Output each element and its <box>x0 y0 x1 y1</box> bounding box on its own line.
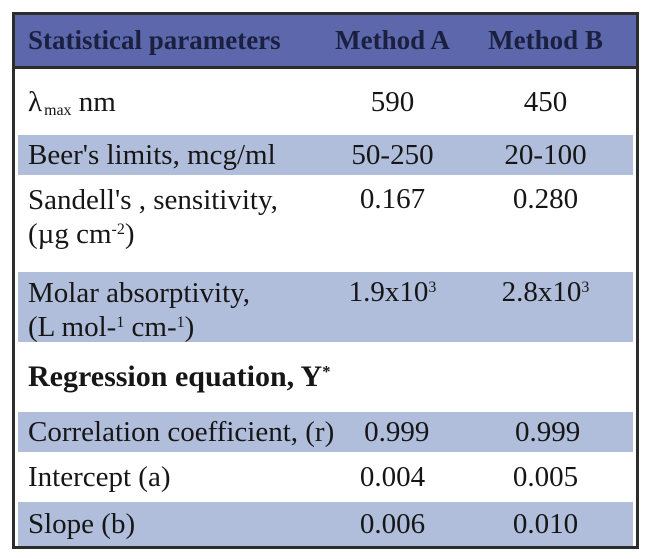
row-label: Beer's limits, mcg/ml <box>28 138 276 171</box>
table-row-slope: Slope (b) 0.006 0.010 <box>15 502 636 546</box>
row-label: Intercept (a) <box>28 460 171 493</box>
row-label: Correlation coefficient, (r) <box>28 415 335 448</box>
superscript-3: 3 <box>428 279 437 297</box>
superscript-minus-2: -2 <box>111 221 125 239</box>
method-b-value: 0.010 <box>512 507 579 540</box>
method-b-value: 2.8x103 <box>501 276 590 308</box>
table-row-intercept: Intercept (a) 0.004 0.005 <box>15 452 636 502</box>
table-row-regression-equation: Regression equation, Y* <box>15 342 636 412</box>
method-a-value: 0.004 <box>359 460 426 493</box>
row-label: Regression equation, Y* <box>28 360 331 394</box>
column-header-method-a: Method A <box>335 25 450 56</box>
superscript-3: 3 <box>581 279 590 297</box>
method-b-value: 450 <box>523 85 568 118</box>
method-a-value: 50-250 <box>351 138 434 171</box>
method-b-value: 20-100 <box>504 138 587 171</box>
method-a-value: 0.006 <box>359 507 426 540</box>
column-header-parameters: Statistical parameters <box>28 25 281 56</box>
row-label: Slope (b) <box>28 507 136 540</box>
column-header-method-b: Method B <box>488 25 603 56</box>
method-a-value: 590 <box>370 85 415 118</box>
method-b-value: 0.280 <box>512 183 579 215</box>
table-row-molar-absorptivity: Molar absorptivity, (L mol-1 cm-1) 1.9x1… <box>15 272 636 344</box>
method-b-value: 0.999 <box>515 415 581 448</box>
method-a-value: 0.167 <box>359 183 426 215</box>
table-row-beers-limits: Beer's limits, mcg/ml 50-250 20-100 <box>15 135 636 175</box>
row-label: λ max nm <box>28 85 116 119</box>
superscript-asterisk: * <box>322 362 331 382</box>
table-row-lambda-max: λ max nm 590 450 <box>15 69 636 135</box>
superscript-1: 1 <box>116 314 125 332</box>
method-b-value: 0.005 <box>512 460 579 493</box>
method-a-value: 0.999 <box>364 415 430 448</box>
row-label: Sandell's , sensitivity, (µg cm-2) <box>28 184 278 251</box>
row-label: Molar absorptivity, (L mol-1 cm-1) <box>28 277 251 344</box>
table-row-correlation-coefficient: Correlation coefficient, (r) 0.999 0.999 <box>15 412 636 452</box>
method-a-value: 1.9x103 <box>348 276 437 308</box>
table-row-sandells-sensitivity: Sandell's , sensitivity, (µg cm-2) 0.167… <box>15 175 636 272</box>
superscript-1: 1 <box>176 314 185 332</box>
subscript-max: max <box>44 101 72 119</box>
statistical-parameters-table: Statistical parameters Method A Method B… <box>12 12 639 549</box>
table-header-row: Statistical parameters Method A Method B <box>15 15 636 69</box>
